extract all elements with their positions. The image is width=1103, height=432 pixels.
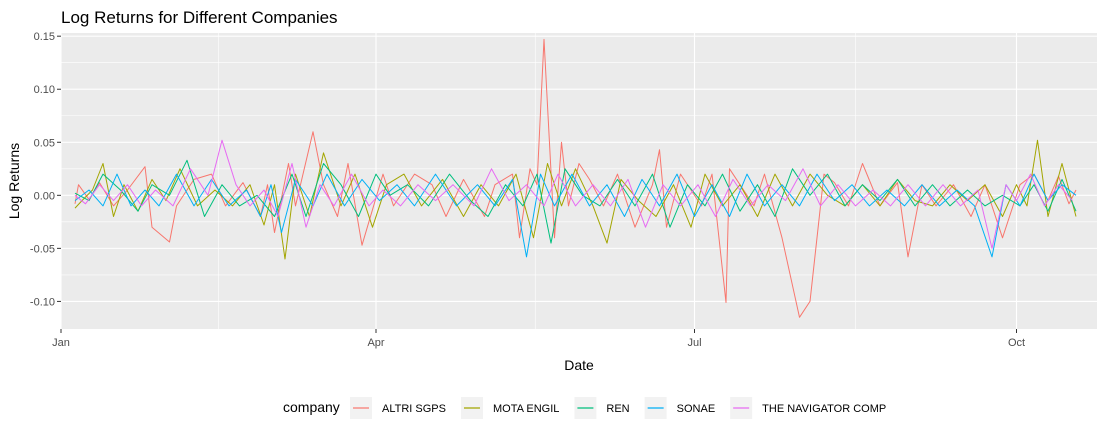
y-tick-label: 0.15 — [34, 31, 55, 43]
y-axis-title: Log Returns — [6, 143, 22, 219]
y-tick-label: -0.10 — [30, 296, 55, 308]
y-tick-label: 0.05 — [34, 137, 55, 149]
legend-title: company — [283, 399, 340, 415]
legend-label-ren: REN — [606, 403, 629, 415]
legend: company ALTRI SGPS MOTA ENGIL REN SONAE THE … — [283, 397, 886, 419]
series-line-the-navigator-comp — [74, 139, 1073, 249]
legend-label-altri-sgps: ALTRI SGPS — [382, 403, 446, 415]
minor-gridlines — [61, 33, 1097, 329]
x-axis: Jan Apr Jul Oct — [52, 329, 1025, 349]
y-tick-label: -0.05 — [30, 243, 55, 255]
plot-panel — [61, 33, 1097, 329]
y-tick-label: 0.00 — [34, 190, 55, 202]
x-tick-label: Jan — [52, 337, 70, 349]
x-tick-label: Apr — [367, 337, 384, 349]
y-tick-label: 0.10 — [34, 84, 55, 96]
series-line-mota-engil — [74, 139, 1077, 260]
legend-label-the-navigator-comp: THE NAVIGATOR COMP — [762, 403, 886, 415]
series-line-sonae — [74, 173, 1077, 258]
x-axis-title: Date — [564, 357, 594, 373]
x-tick-label: Oct — [1008, 337, 1025, 349]
x-tick-label: Jul — [687, 337, 701, 349]
series-line-ren — [74, 159, 1077, 244]
y-axis: 0.15 0.10 0.05 0.00 -0.05 -0.10 — [30, 31, 61, 308]
legend-label-sonae: SONAE — [677, 403, 716, 415]
series-lines — [74, 38, 1077, 318]
chart-title: Log Returns for Different Companies — [61, 8, 338, 27]
legend-label-mota-engil: MOTA ENGIL — [493, 403, 559, 415]
